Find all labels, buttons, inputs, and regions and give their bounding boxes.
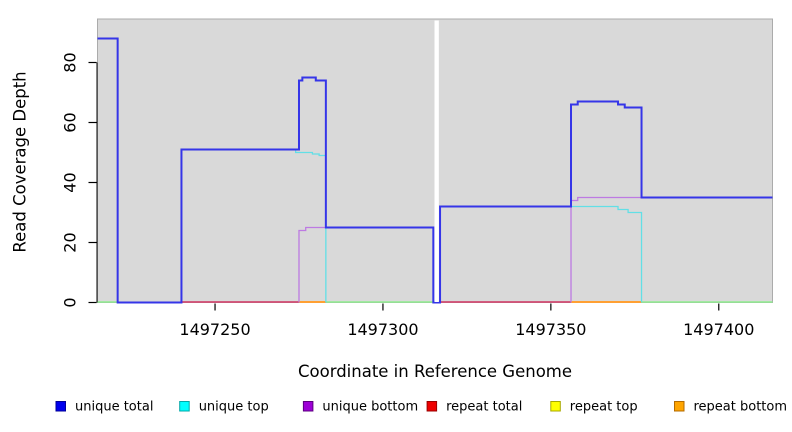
legend-label-unique-total: unique total <box>75 400 153 415</box>
legend-swatch-repeat-bottom <box>674 401 685 412</box>
y-tick-label: 0 <box>61 297 80 307</box>
y-tick-label: 40 <box>61 172 80 192</box>
legend-label-unique-bottom: unique bottom <box>322 400 418 415</box>
coverage-series-lines <box>97 37 773 304</box>
legend-label-unique-top: unique top <box>199 400 269 415</box>
y-tick-label: 20 <box>61 232 80 252</box>
missing-data-gap <box>434 20 439 302</box>
y-tick-label: 60 <box>61 112 80 132</box>
legend-label-repeat-bottom: repeat bottom <box>694 400 788 415</box>
x-axis-title: Coordinate in Reference Genome <box>298 362 572 381</box>
x-tick-label: 1497350 <box>515 320 586 339</box>
gap-band <box>434 20 439 302</box>
legend: unique total unique top unique bottom repea… <box>55 400 788 415</box>
legend-swatch-unique-bottom <box>302 401 314 412</box>
y-axis: 0 20 40 60 80 <box>61 52 98 308</box>
legend-swatch-unique-top <box>179 401 190 412</box>
x-tick-label: 1497400 <box>683 320 754 339</box>
x-tick-label: 1497250 <box>179 320 250 339</box>
y-tick-label: 80 <box>61 52 80 72</box>
legend-label-repeat-top: repeat top <box>570 400 638 415</box>
x-axis: 1497250 1497300 1497350 1497400 <box>179 303 754 339</box>
legend-label-repeat-total: repeat total <box>446 400 522 415</box>
series-unique-top <box>440 205 643 303</box>
legend-swatch-repeat-total <box>426 401 438 412</box>
x-tick-label: 1497300 <box>347 320 418 339</box>
legend-swatch-repeat-top <box>550 401 561 412</box>
y-axis-title: Read Coverage Depth <box>11 71 30 252</box>
legend-swatch-unique-total <box>55 401 66 412</box>
series-unique-total <box>97 37 773 304</box>
